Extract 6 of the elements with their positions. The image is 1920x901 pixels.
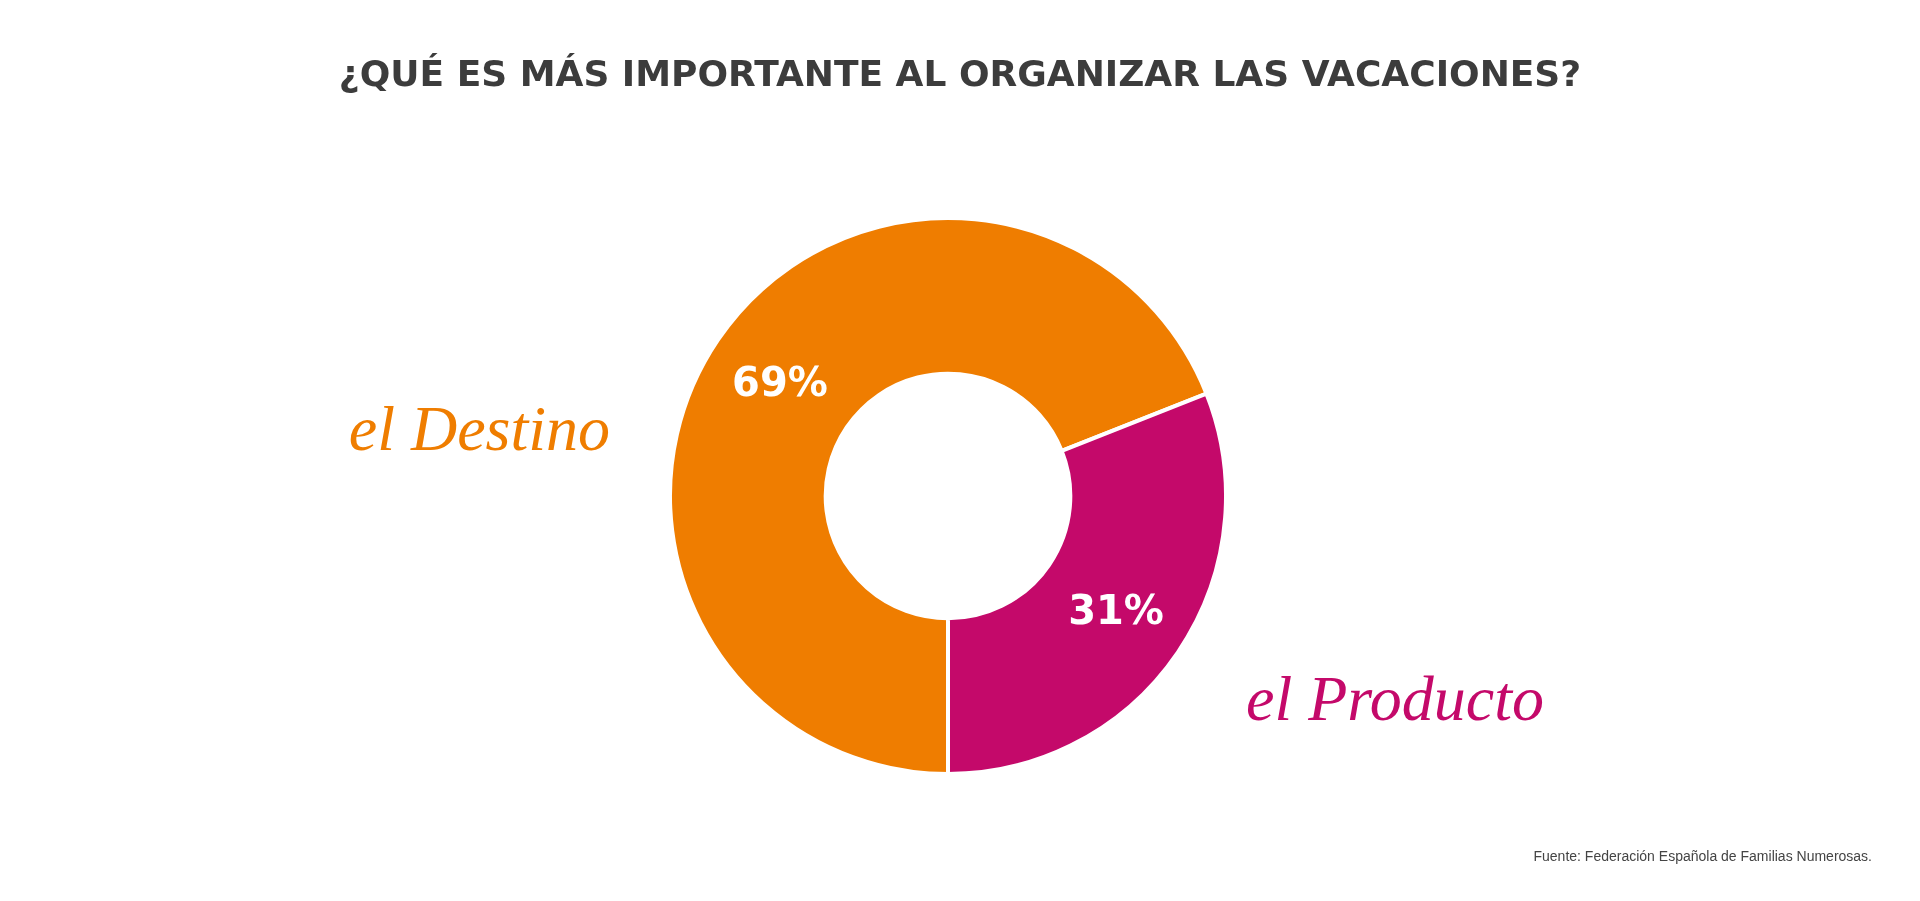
data-label: 69% xyxy=(732,358,828,405)
data-label: 31% xyxy=(1068,587,1164,634)
slice-label: el Destino xyxy=(348,392,610,464)
slice-label: el Producto xyxy=(1246,662,1544,734)
chart-title: ¿QUÉ ES MÁS IMPORTANTE AL ORGANIZAR LAS VACACIONES? xyxy=(338,52,1582,94)
source-note: Fuente: Federación Española de Familias Numerosas. xyxy=(1533,848,1873,864)
